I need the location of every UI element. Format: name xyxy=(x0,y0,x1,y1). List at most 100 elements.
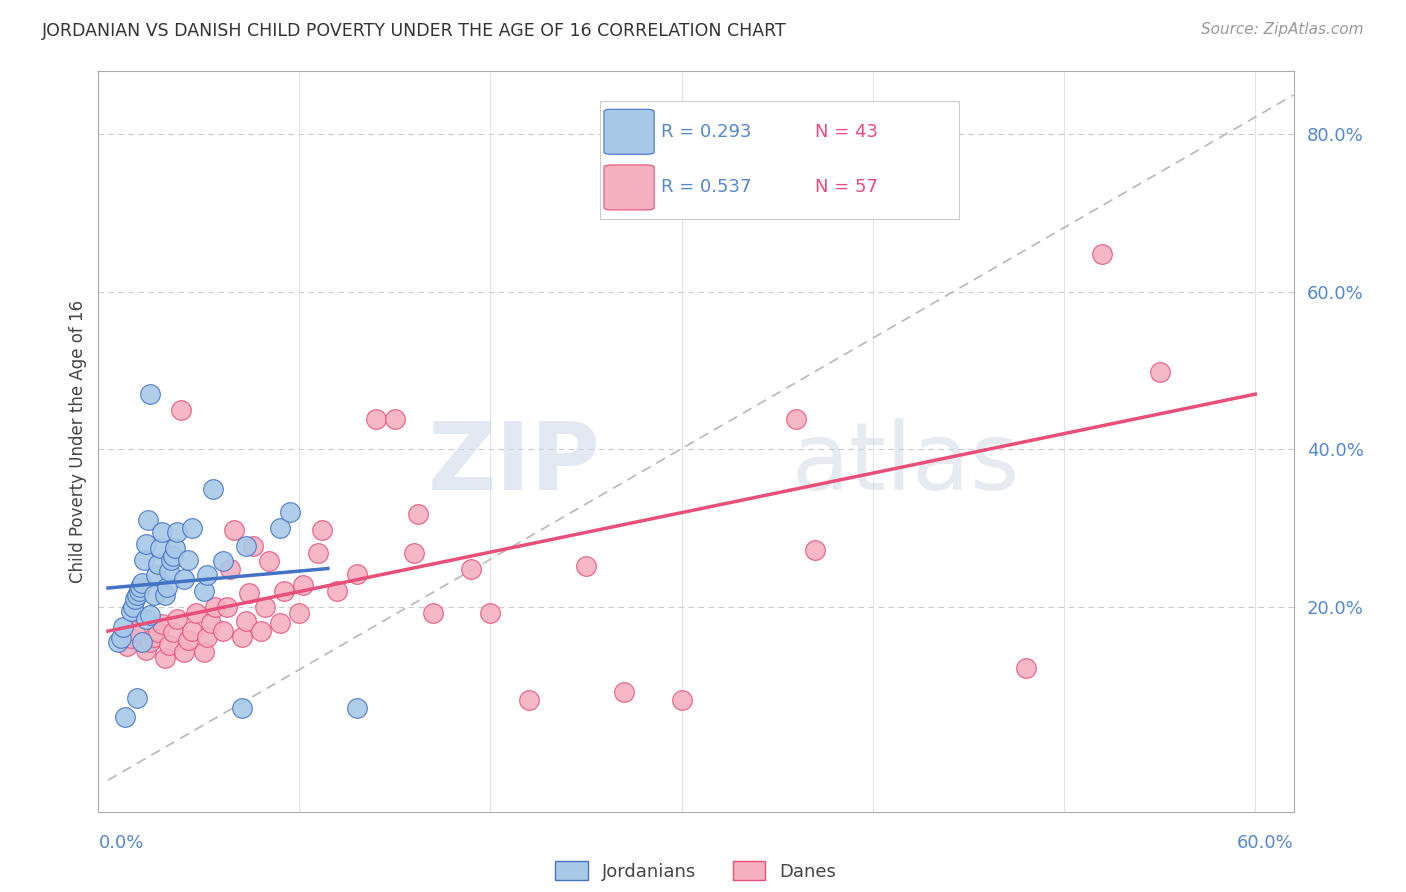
Point xyxy=(114,710,136,724)
Point xyxy=(112,619,135,633)
Point xyxy=(139,607,162,622)
Point xyxy=(134,552,156,566)
Point xyxy=(107,635,129,649)
Point xyxy=(155,588,177,602)
Point xyxy=(202,482,225,496)
Point xyxy=(273,584,295,599)
Point xyxy=(136,513,159,527)
Legend: Jordanians, Danes: Jordanians, Danes xyxy=(548,854,844,888)
Point xyxy=(346,700,368,714)
Point xyxy=(235,614,257,628)
Point xyxy=(139,635,162,649)
Point xyxy=(184,606,207,620)
Point xyxy=(517,693,540,707)
Point xyxy=(257,554,280,568)
Point xyxy=(204,599,226,614)
Point xyxy=(150,617,173,632)
Point xyxy=(160,552,183,566)
Point xyxy=(231,700,253,714)
Point xyxy=(121,599,143,614)
Point xyxy=(422,606,444,620)
Point xyxy=(804,543,827,558)
Point xyxy=(173,645,195,659)
Point xyxy=(292,578,315,592)
Point xyxy=(115,640,138,654)
Point xyxy=(146,625,169,640)
Point xyxy=(575,559,598,574)
Point xyxy=(135,537,157,551)
Point xyxy=(269,521,291,535)
Point xyxy=(406,507,429,521)
Point xyxy=(125,690,148,705)
Point xyxy=(120,604,142,618)
Text: ZIP: ZIP xyxy=(427,417,600,509)
Point xyxy=(110,632,132,646)
Point xyxy=(479,606,502,620)
Point xyxy=(728,196,751,211)
Point xyxy=(124,592,146,607)
Point xyxy=(242,539,264,553)
Point xyxy=(150,525,173,540)
Point xyxy=(211,554,233,568)
Point xyxy=(131,635,153,649)
Point xyxy=(181,624,204,638)
Point xyxy=(326,584,349,599)
Point xyxy=(162,549,184,563)
Point xyxy=(231,630,253,644)
Point xyxy=(173,573,195,587)
Point xyxy=(120,632,142,646)
Point xyxy=(785,412,807,426)
Point xyxy=(238,586,260,600)
Text: JORDANIAN VS DANISH CHILD POVERTY UNDER THE AGE OF 16 CORRELATION CHART: JORDANIAN VS DANISH CHILD POVERTY UNDER … xyxy=(42,22,787,40)
Point xyxy=(1091,247,1114,261)
Point xyxy=(162,625,184,640)
Point xyxy=(1149,365,1171,379)
Point xyxy=(131,576,153,591)
Point xyxy=(156,580,179,594)
Point xyxy=(166,612,188,626)
Point xyxy=(135,612,157,626)
Point xyxy=(142,588,165,602)
Point xyxy=(139,387,162,401)
Point xyxy=(125,588,148,602)
Point xyxy=(149,541,172,555)
Point xyxy=(269,615,291,630)
Point xyxy=(288,606,311,620)
Point xyxy=(163,541,186,555)
Point xyxy=(253,599,276,614)
Point xyxy=(402,546,425,560)
Point xyxy=(193,584,215,599)
Point xyxy=(169,403,191,417)
Point xyxy=(146,557,169,571)
Point xyxy=(177,633,200,648)
Point xyxy=(128,584,150,599)
Point xyxy=(224,523,246,537)
Point xyxy=(181,521,204,535)
Point xyxy=(129,580,152,594)
Text: Source: ZipAtlas.com: Source: ZipAtlas.com xyxy=(1201,22,1364,37)
Point xyxy=(124,624,146,638)
Point xyxy=(364,412,387,426)
Point xyxy=(211,624,233,638)
Point xyxy=(157,565,180,579)
Point xyxy=(346,566,368,581)
Point xyxy=(384,412,406,426)
Text: atlas: atlas xyxy=(792,417,1019,509)
Point xyxy=(177,552,200,566)
Point xyxy=(1015,661,1038,675)
Y-axis label: Child Poverty Under the Age of 16: Child Poverty Under the Age of 16 xyxy=(69,300,87,583)
Point xyxy=(155,651,177,665)
Point xyxy=(460,562,482,576)
Point xyxy=(613,685,636,699)
Text: 60.0%: 60.0% xyxy=(1237,834,1294,852)
Point xyxy=(145,568,167,582)
Point xyxy=(142,630,165,644)
Point xyxy=(215,599,238,614)
Point xyxy=(250,624,273,638)
Point xyxy=(307,546,329,560)
Point xyxy=(197,568,219,582)
Point xyxy=(235,539,257,553)
Point xyxy=(157,638,180,652)
Point xyxy=(278,505,301,519)
Point xyxy=(135,643,157,657)
